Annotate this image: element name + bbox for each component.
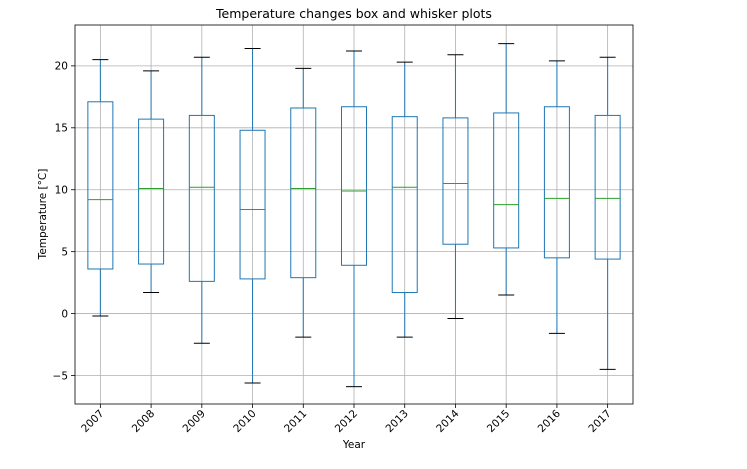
iqr-box <box>138 118 165 265</box>
y-tick-label: 15 <box>55 123 68 135</box>
box-2011 <box>290 67 317 338</box>
x-tick-label: 2016 <box>536 407 564 435</box>
box-2012 <box>341 50 367 388</box>
x-tick-label: 2015 <box>485 408 512 435</box>
y-tick-label: −5 <box>53 370 68 382</box>
box-2010 <box>239 48 266 384</box>
iqr-box <box>594 114 621 260</box>
box-2016 <box>543 60 570 334</box>
x-tick-label: 2013 <box>383 408 410 435</box>
iqr-box <box>239 129 266 280</box>
x-tick-label: 2017 <box>586 408 613 435</box>
x-tick-label: 2011 <box>282 408 309 435</box>
box-2017 <box>594 56 621 370</box>
x-tick-label: 2010 <box>231 408 258 435</box>
box-2007 <box>87 59 114 317</box>
y-axis-label: Temperature [°C] <box>37 169 49 261</box>
iqr-box <box>290 107 317 279</box>
iqr-box <box>188 114 215 282</box>
x-tick-label: 2008 <box>130 408 157 435</box>
x-tick-label: 2012 <box>333 408 360 435</box>
box-2015 <box>493 43 520 296</box>
x-tick-label: 2009 <box>181 408 208 435</box>
iqr-box <box>87 101 114 270</box>
iqr-box <box>341 106 367 266</box>
y-tick-label: 0 <box>61 308 68 320</box>
x-axis-label: Year <box>342 439 366 451</box>
box-2013 <box>391 61 418 338</box>
y-tick-label: 10 <box>55 185 68 197</box>
y-tick-label: 5 <box>61 246 68 258</box>
box-2008 <box>138 70 165 294</box>
x-tick-label: 2007 <box>79 408 106 435</box>
box-2009 <box>188 56 215 344</box>
iqr-box <box>493 112 520 249</box>
box-2014 <box>442 54 469 320</box>
iqr-box <box>391 116 418 294</box>
iqr-box <box>543 106 570 259</box>
plot-layer <box>87 43 621 388</box>
x-tick-label: 2014 <box>434 407 462 435</box>
iqr-box <box>442 117 469 245</box>
chart-title: Temperature changes box and whisker plot… <box>215 6 492 21</box>
y-tick-label: 20 <box>55 61 68 73</box>
axis-layer: −5 0 5 10 15 20 2007 2008 2009 2010 2011 2012 2013 20… <box>53 61 614 435</box>
